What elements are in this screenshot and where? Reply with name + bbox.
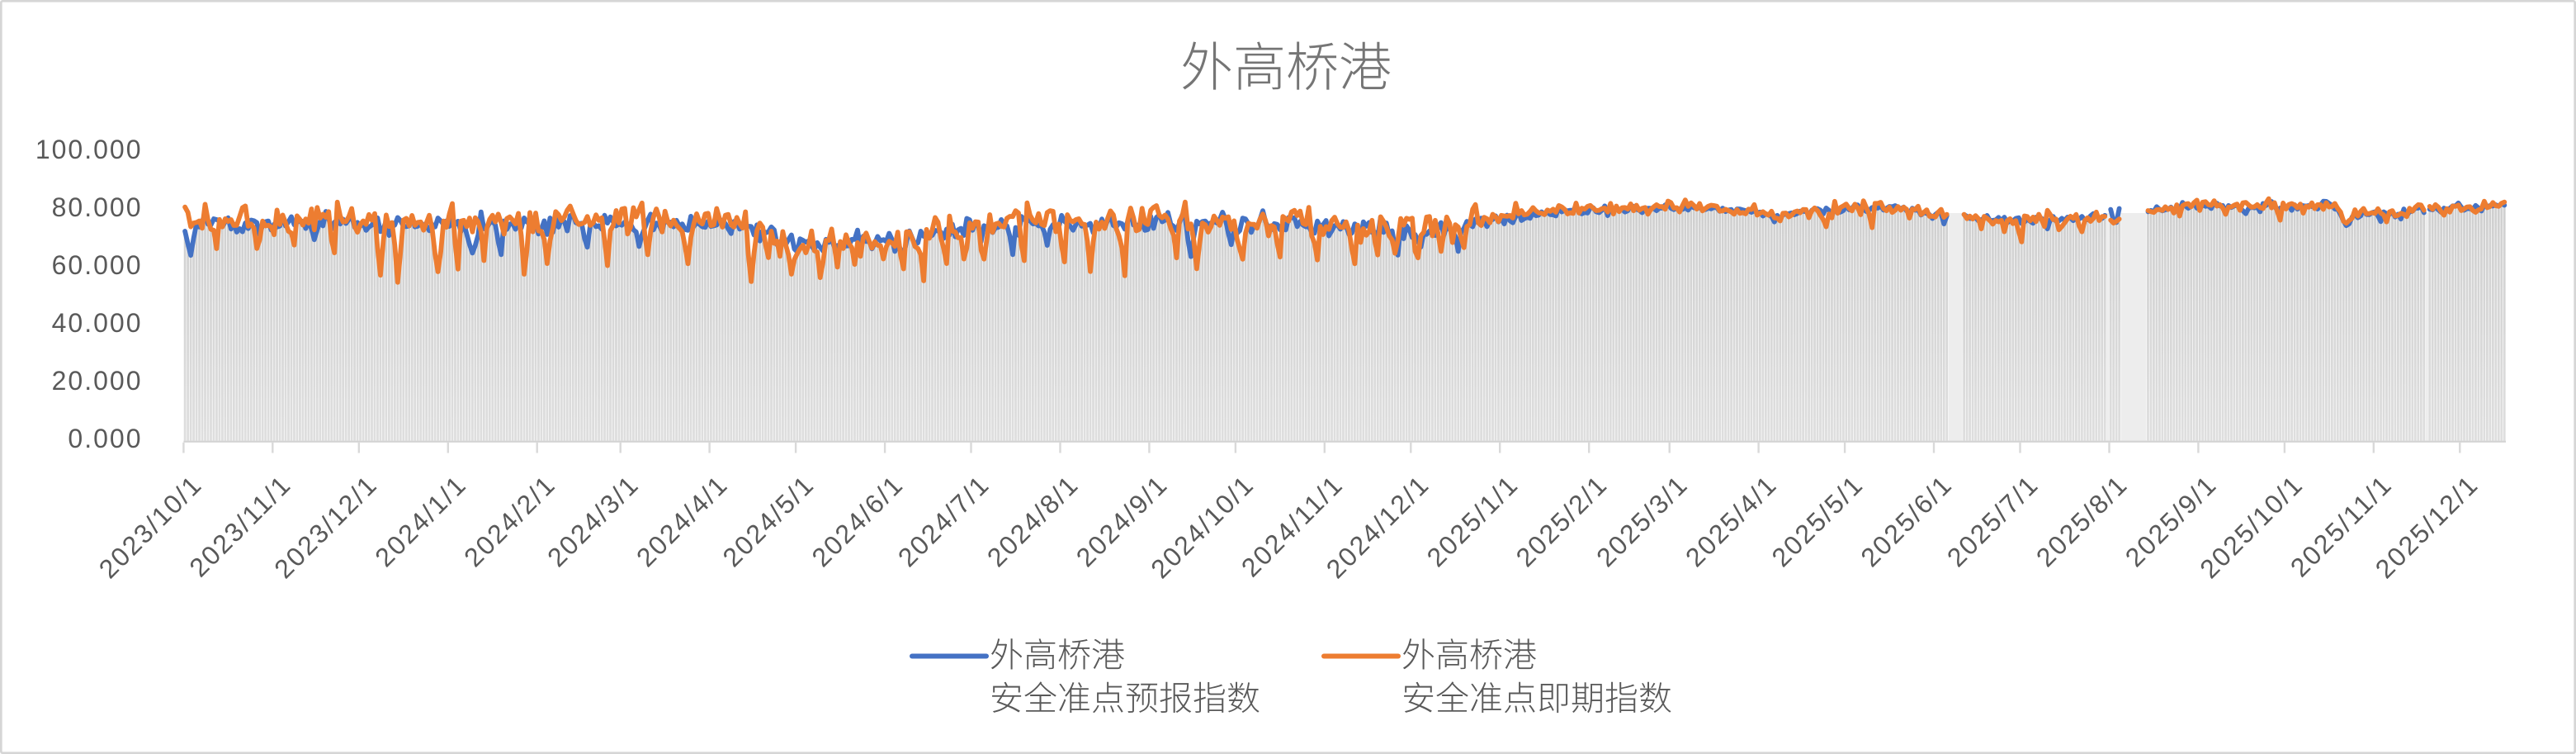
svg-text:0.000: 0.000 (68, 424, 142, 453)
svg-text:20.000: 20.000 (52, 366, 143, 396)
svg-text:40.000: 40.000 (52, 308, 143, 338)
svg-text:100.000: 100.000 (35, 135, 143, 164)
svg-text:60.000: 60.000 (52, 250, 143, 280)
svg-text:80.000: 80.000 (52, 192, 143, 222)
